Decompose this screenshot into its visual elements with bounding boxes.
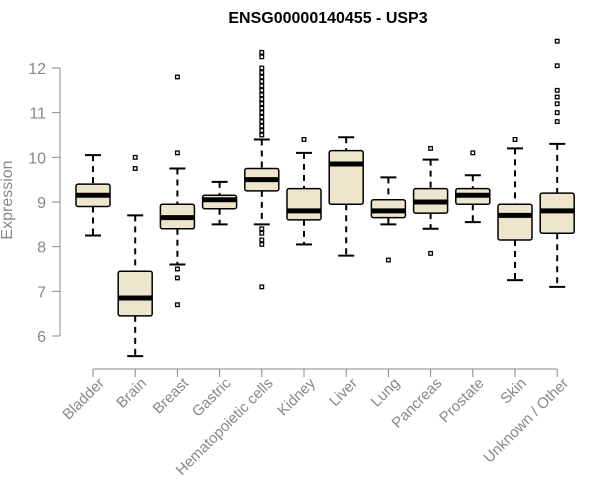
outlier-point — [259, 119, 265, 125]
box-group — [117, 154, 153, 358]
outlier-point — [259, 65, 265, 71]
outlier-point — [259, 92, 265, 98]
outlier-point — [174, 74, 180, 80]
outlier-point — [259, 74, 265, 80]
outlier-point — [174, 266, 180, 272]
outlier-point — [428, 145, 434, 151]
box-group — [539, 38, 575, 288]
outlier-point — [259, 49, 265, 55]
outlier-point — [259, 128, 265, 133]
x-tick-label: Breast — [150, 374, 193, 417]
outlier-point — [259, 284, 265, 290]
outlier-point — [259, 87, 265, 93]
y-tick-label: 6 — [37, 329, 46, 346]
iqr-box — [117, 270, 153, 317]
box-group — [286, 137, 322, 246]
outlier-point — [554, 101, 560, 107]
y-tick-label: 12 — [28, 61, 46, 78]
outlier-point — [259, 83, 265, 89]
box-group — [497, 137, 533, 282]
x-tick-label: Brain — [113, 375, 150, 412]
outlier-point — [132, 166, 138, 171]
iqr-box — [497, 203, 533, 241]
y-tick-label: 7 — [37, 284, 46, 301]
outlier-point — [259, 241, 265, 247]
outlier-point — [259, 230, 265, 236]
outlier-point — [554, 110, 560, 116]
outlier-point — [428, 250, 434, 256]
outlier-point — [174, 302, 180, 308]
outlier-point — [259, 78, 265, 84]
outlier-point — [259, 123, 265, 129]
x-tick-label: Prostate — [436, 375, 488, 427]
outlier-point — [259, 101, 265, 107]
outlier-point — [259, 105, 265, 111]
outlier-point — [259, 96, 265, 102]
outlier-point — [512, 137, 518, 142]
outlier-point — [470, 150, 476, 156]
outlier-point — [259, 237, 265, 243]
outlier-point — [259, 70, 265, 75]
box-group — [244, 49, 280, 290]
outlier-point — [259, 114, 265, 120]
box-group — [75, 154, 111, 237]
y-axis-label: Expression — [0, 160, 16, 239]
y-tick-label: 8 — [37, 240, 46, 257]
box-group — [159, 74, 196, 308]
y-tick-label: 9 — [37, 195, 46, 212]
box-group — [455, 150, 491, 224]
outlier-point — [132, 154, 138, 160]
outlier-point — [259, 110, 265, 116]
y-ticks: 6 7 8 9 10 11 12 — [28, 61, 60, 346]
outlier-point — [174, 150, 180, 156]
x-tick-label: Lung — [368, 375, 404, 411]
box-group — [370, 176, 407, 263]
iqr-box — [328, 149, 364, 205]
chart-title: ENSG00000140455 - USP3 — [228, 10, 427, 27]
x-tick-label: Bladder — [59, 375, 108, 424]
outlier-point — [174, 275, 180, 281]
outlier-point — [554, 63, 560, 69]
x-tick-label: Kidney — [274, 374, 319, 419]
outlier-point — [554, 38, 560, 44]
x-tick-label: Skin — [497, 375, 530, 408]
box-group — [201, 180, 238, 226]
outlier-point — [554, 94, 560, 100]
outlier-point — [259, 54, 265, 60]
boxes — [75, 38, 575, 358]
y-tick-label: 11 — [29, 106, 46, 123]
outlier-point — [301, 137, 307, 142]
outlier-point — [259, 226, 265, 232]
outlier-point — [259, 132, 265, 138]
outlier-point — [554, 87, 560, 93]
outlier-point — [385, 257, 391, 263]
y-tick-label: 10 — [28, 150, 46, 167]
iqr-box — [286, 187, 322, 221]
box-group — [412, 145, 449, 256]
x-tick-label: Liver — [326, 375, 361, 410]
outlier-point — [554, 119, 560, 125]
box-group — [328, 136, 364, 257]
